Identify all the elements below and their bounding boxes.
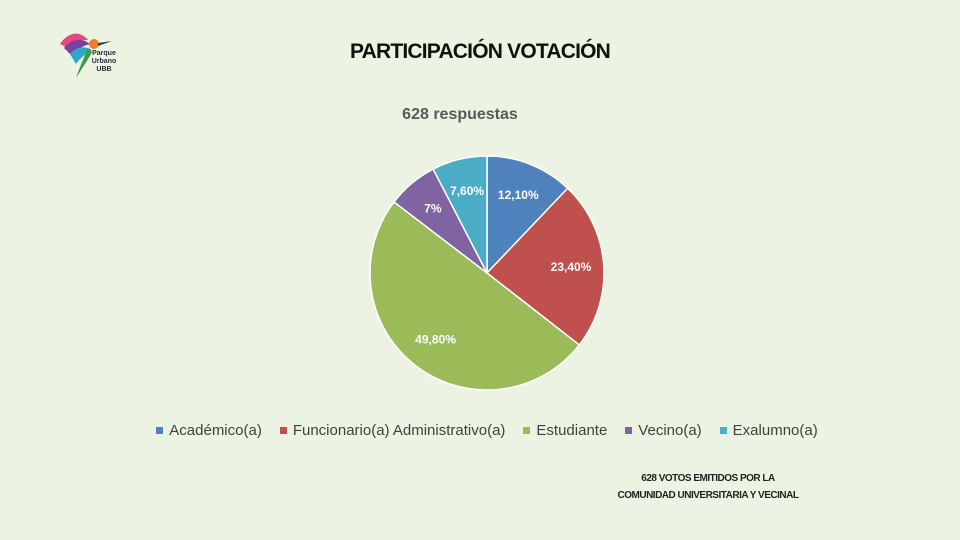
legend-swatch: [625, 427, 633, 434]
logo-line-2: Urbano: [91, 58, 117, 65]
legend-swatch: [719, 427, 727, 434]
logo-line-1: Parque: [92, 50, 116, 57]
chart-legend: Académico(a) Funcionario(a) Administrativ…: [0, 422, 960, 439]
legend-label: Académico(a): [169, 422, 262, 439]
legend-item-1: Académico(a): [156, 422, 262, 439]
legend-swatch: [156, 427, 164, 434]
logo-line-3: UBB: [96, 66, 112, 73]
legend-swatch: [279, 427, 287, 434]
footnote-line-1: 628 VOTOS EMITIDOS POR LA: [641, 473, 775, 484]
legend-label: Vecino(a): [638, 422, 702, 439]
slide-title: PARTICIPACIÓN VOTACIÓN: [349, 40, 611, 63]
legend-swatch: [523, 427, 531, 434]
legend-item-4: Vecino(a): [625, 422, 702, 439]
pie-label-2: 23,40%: [551, 260, 592, 274]
legend-label: Funcionario(a) Administrativo(a): [292, 422, 506, 439]
pie-label-4: 7%: [424, 201, 442, 215]
legend-item-5: Exalumno(a): [719, 422, 818, 439]
pie-label-5: 7,60%: [450, 184, 484, 198]
footnote: 628 VOTOS EMITIDOS POR LA COMUNIDAD UNIV…: [560, 470, 856, 504]
pie-slice-3: [369, 200, 581, 391]
legend-item-3: Estudiante: [523, 422, 607, 439]
footnote-line-2: COMUNIDAD UNIVERSITARIA Y VECINAL: [617, 490, 799, 501]
pie-slice-1: [486, 155, 569, 275]
chart-title: 628 respuestas: [402, 106, 518, 123]
pie-slice-5: [432, 155, 488, 274]
legend-label: Estudiante: [536, 422, 608, 439]
hummingbird-logo-icon: [60, 33, 112, 78]
pie-label-1: 12,10%: [498, 188, 539, 202]
pie-label-3: 49,80%: [415, 333, 456, 347]
logo-text: Parque Urbano UBB: [88, 50, 120, 74]
pie-slice-2: [485, 187, 605, 346]
legend-item-2: Funcionario(a) Administrativo(a): [279, 422, 506, 439]
legend-label: Exalumno(a): [732, 422, 818, 439]
